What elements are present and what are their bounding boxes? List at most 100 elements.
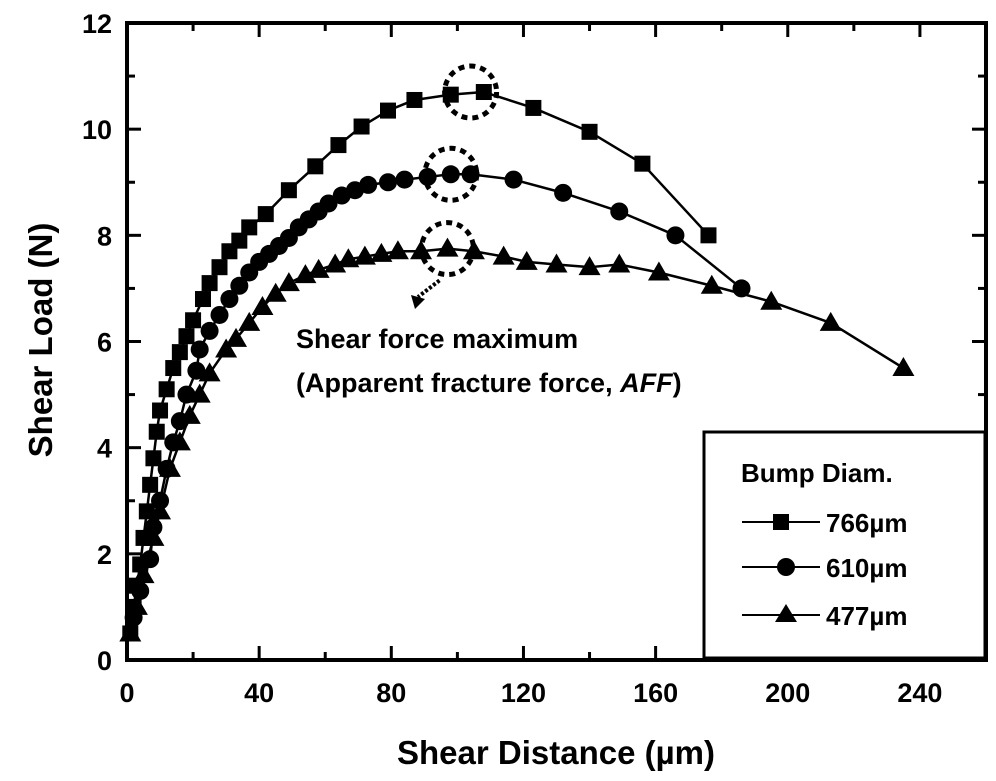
x-tick-label: 0 [119, 678, 134, 708]
square-marker-icon [353, 118, 370, 135]
x-tick-label: 40 [244, 678, 274, 708]
annotation-arrow-head-icon [411, 295, 425, 309]
circle-marker-icon [777, 558, 795, 576]
square-marker-icon [773, 514, 789, 530]
triangle-marker-icon [515, 250, 538, 270]
legend-title: Bump Diam. [741, 458, 893, 488]
circle-marker-icon [554, 183, 573, 202]
y-axis-title: Shear Load (N) [22, 223, 59, 458]
triangle-marker-icon [337, 248, 360, 268]
triangle-marker-icon [264, 282, 287, 302]
circle-marker-icon [200, 321, 219, 340]
legend-label-477: 477µm [826, 601, 907, 631]
square-marker-icon [525, 99, 542, 116]
legend-box [702, 430, 987, 660]
series-layer [119, 84, 915, 642]
triangle-marker-icon [492, 245, 515, 265]
triangle-marker-icon [578, 256, 601, 276]
legend-label-610: 610µm [826, 553, 907, 583]
y-tick-label: 2 [97, 540, 112, 570]
annotation-line1: Shear force maximum [296, 324, 578, 354]
annotation: Shear force maximum (Apparent fracture f… [296, 278, 682, 398]
axis-ticks: 0 40 80 120 160 200 240 0 2 4 6 8 10 12 [82, 9, 988, 708]
circle-marker-icon [395, 170, 414, 189]
triangle-marker-icon [545, 253, 568, 273]
annotation-arrow [416, 278, 441, 299]
triangle-marker-icon [225, 327, 248, 347]
square-marker-icon [380, 102, 397, 119]
square-marker-icon [231, 232, 248, 249]
legend-label-766: 766µm [826, 508, 907, 538]
square-marker-icon [330, 137, 347, 154]
triangle-marker-icon [892, 357, 915, 377]
circle-marker-icon [504, 170, 523, 189]
triangle-marker-icon [353, 245, 376, 265]
dashed-circle-icon [418, 220, 476, 278]
triangle-marker-icon [158, 457, 181, 477]
triangle-marker-icon [294, 264, 317, 284]
triangle-marker-icon [125, 595, 148, 615]
square-marker-icon [634, 155, 651, 172]
square-marker-icon [178, 328, 195, 345]
legend-item-766: 766µm [742, 508, 907, 538]
triangle-marker-icon [198, 362, 221, 382]
series-triangle [119, 237, 915, 642]
triangle-marker-icon [238, 311, 261, 331]
square-marker-icon [257, 206, 274, 223]
dashed-circle-icon [422, 145, 480, 203]
y-tick-label: 12 [82, 9, 112, 39]
x-tick-label: 200 [765, 678, 810, 708]
square-marker-icon [152, 402, 169, 419]
x-tick-label: 80 [376, 678, 406, 708]
triangle-marker-icon [251, 295, 274, 315]
y-tick-label: 10 [82, 115, 112, 145]
triangle-marker-icon [324, 253, 347, 273]
circle-marker-icon [441, 165, 460, 184]
square-marker-icon [148, 423, 165, 440]
square-marker-icon [241, 219, 258, 236]
square-marker-icon [142, 476, 159, 493]
circle-marker-icon [220, 290, 239, 309]
triangle-marker-icon [188, 383, 211, 403]
square-marker-icon [406, 91, 423, 108]
triangle-marker-icon [775, 604, 797, 622]
dashed-circle-icon [442, 63, 500, 121]
triangle-marker-icon [215, 338, 238, 358]
triangle-marker-icon [149, 500, 172, 520]
circle-marker-icon [210, 305, 229, 324]
triangle-marker-icon [608, 253, 631, 273]
y-tick-label: 6 [97, 328, 112, 358]
square-marker-icon [145, 450, 162, 467]
triangle-marker-icon [386, 240, 409, 260]
circle-marker-icon [610, 202, 629, 221]
square-marker-icon [185, 312, 202, 329]
circle-marker-icon [666, 226, 685, 245]
square-marker-icon [171, 344, 188, 361]
circle-marker-icon [359, 175, 378, 194]
square-marker-icon [280, 182, 297, 199]
square-marker-icon [165, 360, 182, 377]
square-marker-icon [700, 227, 717, 244]
triangle-marker-icon [819, 311, 842, 331]
square-marker-icon [158, 381, 175, 398]
y-tick-label: 4 [97, 434, 112, 464]
triangle-marker-icon [119, 622, 142, 642]
circle-marker-icon [190, 340, 209, 359]
square-marker-icon [138, 503, 155, 520]
triangle-marker-icon [700, 274, 723, 294]
x-tick-label: 160 [633, 678, 678, 708]
y-tick-label: 8 [97, 221, 112, 251]
circle-marker-icon [319, 194, 338, 213]
annotation-line2: (Apparent fracture force, AFF) [296, 368, 682, 398]
peak-highlight-circles [418, 63, 500, 278]
circle-marker-icon [230, 276, 249, 295]
square-marker-icon [201, 275, 218, 292]
x-axis-title: Shear Distance (µm) [397, 734, 715, 771]
legend-item-610: 610µm [742, 553, 907, 583]
circle-marker-icon [187, 361, 206, 380]
square-marker-icon [194, 291, 211, 308]
triangle-marker-icon [168, 431, 191, 451]
triangle-marker-icon [178, 404, 201, 424]
x-tick-label: 240 [897, 678, 942, 708]
